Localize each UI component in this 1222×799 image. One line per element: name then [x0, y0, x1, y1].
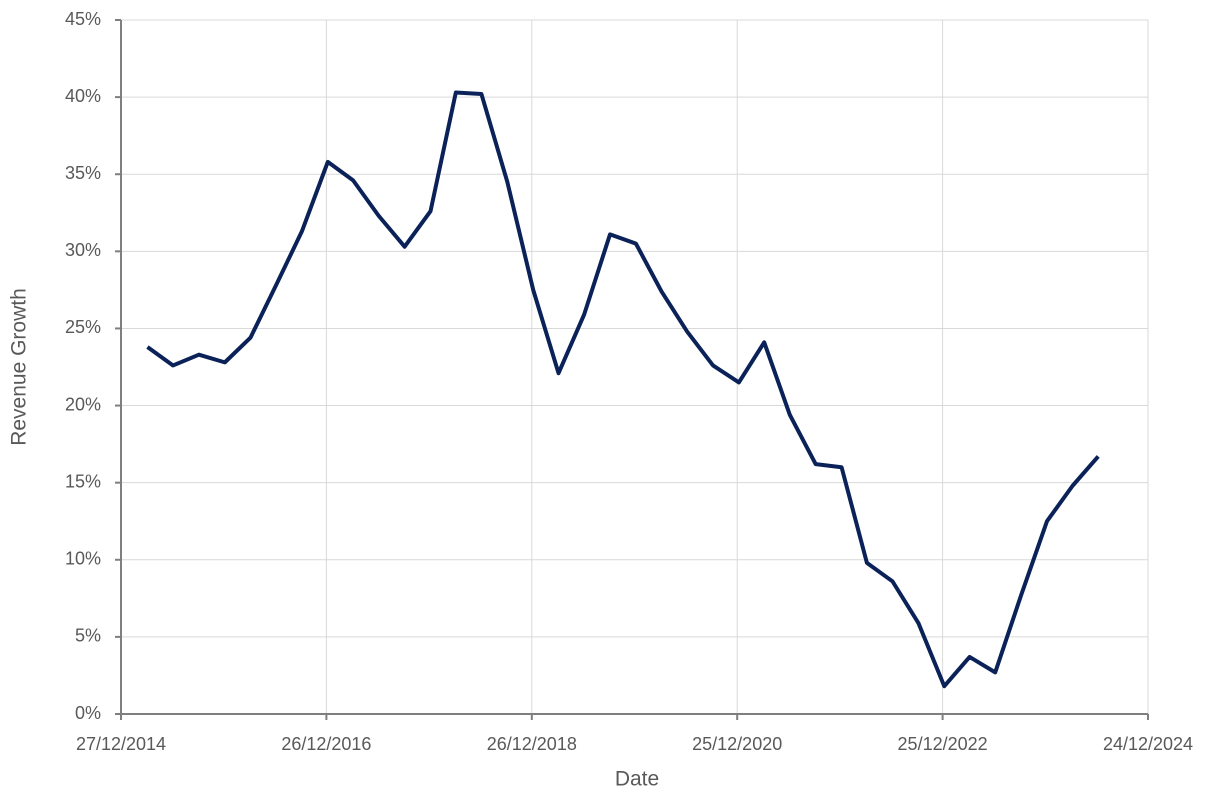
y-axis-title: Revenue Growth — [8, 288, 31, 446]
x-tick-label: 24/12/2024 — [1103, 734, 1193, 754]
x-tick-label: 26/12/2018 — [487, 734, 577, 754]
y-tick-label: 0% — [75, 703, 101, 723]
y-tick-label: 40% — [65, 86, 101, 106]
x-tick-label: 26/12/2016 — [281, 734, 371, 754]
x-axis-title: Date — [615, 768, 659, 791]
x-tick-label: 25/12/2020 — [692, 734, 782, 754]
y-tick-label: 45% — [65, 9, 101, 29]
x-tick-label: 27/12/2014 — [76, 734, 166, 754]
y-tick-label: 5% — [75, 626, 101, 646]
y-tick-label: 30% — [65, 240, 101, 260]
data-line — [146, 90, 1100, 689]
x-tick-label: 25/12/2022 — [898, 734, 988, 754]
y-tick-label: 25% — [65, 317, 101, 337]
y-tick-label: 15% — [65, 471, 101, 491]
y-tick-label: 10% — [65, 549, 101, 569]
y-tick-label: 35% — [65, 163, 101, 183]
y-tick-label: 20% — [65, 394, 101, 414]
